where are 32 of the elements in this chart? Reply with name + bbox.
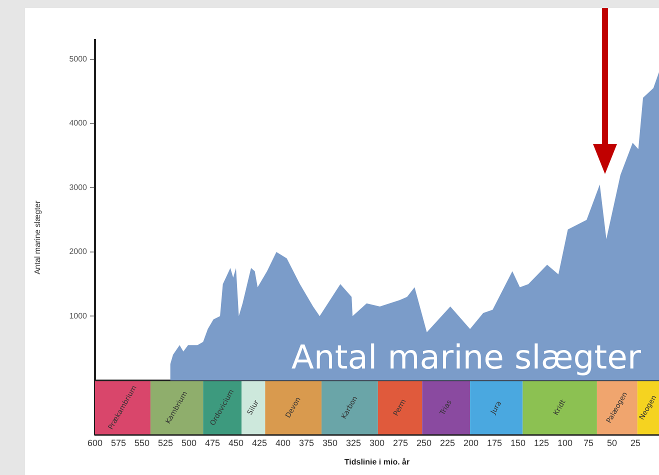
x-tick-label: 475	[204, 438, 220, 448]
x-tick-label: 250	[416, 438, 432, 448]
x-tick-label: 300	[369, 438, 385, 448]
x-tick-label: 375	[298, 438, 314, 448]
y-axis-title: Antal marine slægter	[33, 200, 42, 274]
annotation: Antal marine slægter	[291, 337, 642, 376]
x-tick-label: 575	[110, 438, 126, 448]
x-tick-label: 200	[463, 438, 479, 448]
x-tick-label: 50	[606, 438, 618, 448]
x-tick-label: 550	[134, 438, 150, 448]
x-tick-label: 125	[534, 438, 550, 448]
y-tick-label: 4000	[69, 118, 88, 128]
x-tick-label: 425	[252, 438, 268, 448]
x-tick-label: 325	[346, 438, 362, 448]
y-tick-label: 3000	[69, 182, 88, 192]
x-tick-label: 100	[557, 438, 573, 448]
x-tick-label: 275	[392, 438, 408, 448]
x-tick-label: 25	[630, 438, 641, 448]
x-tick-label: 500	[181, 438, 197, 448]
x-tick-label: 450	[228, 438, 244, 448]
x-tick-label: 150	[510, 438, 526, 448]
x-axis-title: Tidslinie i mio. år	[344, 457, 410, 466]
x-tick-label: 225	[440, 438, 456, 448]
y-tick-label: 5000	[69, 54, 88, 64]
x-tick-label: 175	[486, 438, 502, 448]
x-tick-label: 75	[583, 438, 594, 448]
y-tick-label: 2000	[69, 247, 88, 256]
x-tick-label: 400	[275, 438, 291, 448]
x-tick-label: 600	[87, 438, 103, 448]
x-tick-label: 525	[158, 438, 174, 448]
y-tick-label: 1000	[69, 311, 88, 320]
x-tick-label: 350	[322, 438, 338, 448]
